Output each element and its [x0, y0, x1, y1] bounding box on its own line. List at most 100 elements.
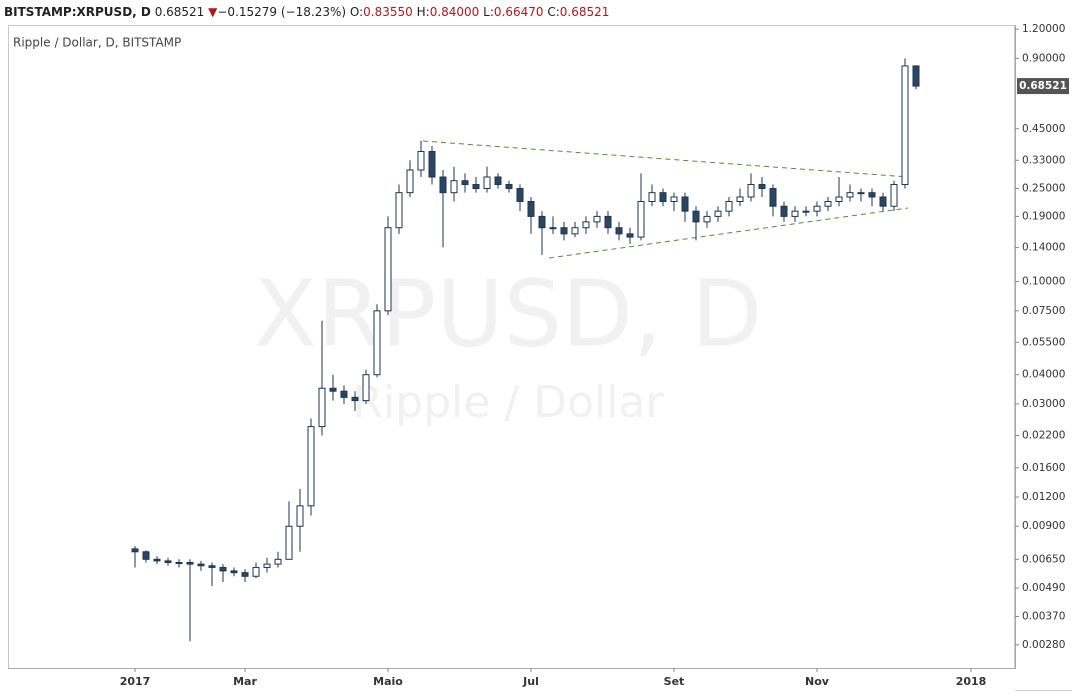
watermark: XRPUSD, D: [254, 260, 762, 367]
candle-body: [835, 196, 843, 203]
candle-body: [879, 196, 887, 207]
candle-body: [538, 215, 546, 229]
close: 0.68521: [559, 5, 610, 19]
candle-body: [208, 565, 216, 568]
symbol: BITSTAMP:XRPUSD, D: [4, 5, 151, 19]
candle-body: [263, 563, 271, 568]
candle-body: [406, 169, 414, 194]
y-tick-label: 0.45000: [1022, 123, 1065, 135]
candle-body: [912, 65, 920, 87]
y-tick-label: 0.02200: [1022, 429, 1065, 441]
candle-body: [571, 227, 579, 235]
candle-body: [890, 184, 898, 207]
low-label: L:: [483, 5, 494, 19]
candle-body: [714, 210, 722, 217]
candle-body: [131, 548, 139, 553]
candle-body: [274, 558, 282, 565]
y-tick-label: 0.01600: [1022, 462, 1065, 474]
candle-body: [791, 210, 799, 217]
candle-body: [384, 227, 392, 312]
y-tick-label: 0.05500: [1022, 336, 1065, 348]
price-label: 0.68521: [1019, 80, 1067, 92]
x-tick-label: Jul: [522, 675, 539, 688]
candle-body: [582, 221, 590, 229]
legend: Ripple / Dollar, D, BITSTAMP: [13, 36, 181, 50]
candle-body: [769, 188, 777, 207]
y-tick-label: 0.14000: [1022, 241, 1065, 253]
candle-body: [626, 233, 634, 238]
candle-body: [428, 150, 436, 178]
candle-body: [318, 387, 326, 428]
candle-body: [857, 192, 865, 195]
y-tick-label: 0.01200: [1022, 491, 1065, 503]
candle-body: [395, 192, 403, 229]
candle-body: [593, 215, 601, 223]
candle-body: [142, 551, 150, 560]
x-tick-label: Mar: [233, 675, 257, 688]
y-tick-label: 0.07500: [1022, 305, 1065, 317]
candle-body: [901, 65, 909, 186]
low: 0.66470: [493, 5, 544, 19]
candle-body: [285, 525, 293, 560]
candle-body: [813, 205, 821, 212]
candle-body: [505, 184, 513, 190]
y-tick-label: 0.19000: [1022, 210, 1065, 222]
candle-body: [824, 201, 832, 207]
x-tick-label: Maio: [373, 675, 403, 688]
candle-body: [615, 227, 623, 235]
x-tick-label: Set: [664, 675, 685, 688]
candle-body: [472, 184, 480, 190]
candle-body: [692, 210, 700, 223]
y-tick-label: 0.00280: [1022, 639, 1065, 651]
candle-body: [560, 227, 568, 235]
candle-body: [197, 563, 205, 567]
candle-body: [186, 561, 194, 565]
candle-body: [747, 184, 755, 198]
candle-body: [703, 215, 711, 223]
trend-line: [548, 207, 909, 259]
candle-body: [483, 176, 491, 190]
candle-body: [340, 390, 348, 398]
open-label: O:: [349, 5, 364, 19]
y-tick-label: 0.03000: [1022, 398, 1065, 410]
x-tick-label: 2017: [120, 675, 151, 688]
candle-body: [659, 192, 667, 203]
candle-body: [461, 180, 469, 186]
candle-body: [637, 201, 645, 238]
y-tick-label: 0.00650: [1022, 553, 1065, 565]
y-tick-label: 0.25000: [1022, 183, 1065, 195]
candle-body: [362, 374, 370, 402]
y-tick-label: 0.90000: [1022, 52, 1065, 64]
change: −0.15279 (−18.23%): [217, 5, 347, 19]
x-tick-label: Nov: [805, 675, 830, 688]
y-tick-label: 0.04000: [1022, 369, 1065, 381]
candle-body: [252, 566, 260, 577]
last-price: 0.68521: [154, 5, 205, 19]
y-tick-label: 0.00900: [1022, 520, 1065, 532]
candle-body: [439, 176, 447, 194]
candle-body: [219, 566, 227, 572]
header: BITSTAMP:XRPUSD, D 0.68521 ▼−0.15279 (−1…: [0, 0, 1072, 24]
x-tick-label: 2018: [956, 675, 987, 688]
candle-body: [175, 561, 183, 564]
candle-body: [725, 201, 733, 212]
y-tick-label: 0.33000: [1022, 154, 1065, 166]
high-label: H:: [416, 5, 430, 19]
y-tick-label: 0.10000: [1022, 276, 1065, 288]
candle-body: [450, 180, 458, 194]
change-arrow: ▼: [208, 5, 218, 19]
candle-body: [802, 210, 810, 213]
candle-body: [241, 572, 249, 577]
high: 0.84000: [429, 5, 480, 19]
candle-body: [307, 426, 315, 507]
candle-body: [417, 150, 425, 171]
candle-body: [681, 196, 689, 212]
candle-body: [494, 176, 502, 186]
candle-body: [516, 188, 524, 203]
candle-body: [153, 558, 161, 562]
candle-body: [604, 215, 612, 229]
candle-body: [780, 205, 788, 217]
y-tick-label: 0.00370: [1022, 611, 1065, 623]
